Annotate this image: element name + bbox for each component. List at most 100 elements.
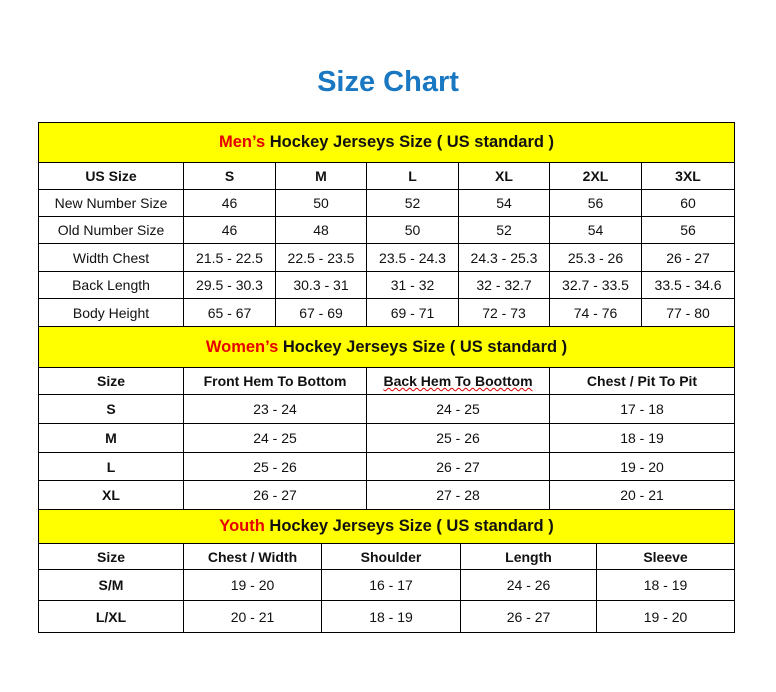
table-row: XL 26 - 27 27 - 28 20 - 21	[38, 480, 736, 510]
table-cell: 24 - 26	[460, 569, 597, 601]
row-label: Back Length	[38, 271, 184, 299]
table-cell: 77 - 80	[640, 298, 736, 327]
mens-header-row: US Size S M L XL 2XL 3XL	[38, 162, 736, 190]
table-row: S/M 19 - 20 16 - 17 24 - 26 18 - 19	[38, 569, 736, 601]
row-label: XL	[38, 480, 184, 510]
row-label: Body Height	[38, 298, 184, 327]
header-cell: Chest / Pit To Pit	[548, 367, 736, 395]
header-cell: Size	[38, 543, 184, 570]
table-cell: 29.5 - 30.3	[183, 271, 276, 299]
table-cell: 18 - 19	[548, 423, 736, 453]
header-cell: L	[366, 162, 459, 190]
table-cell: 18 - 19	[321, 600, 461, 633]
table-cell: 25 - 26	[366, 423, 550, 453]
header-cell: Front Hem To Bottom	[183, 367, 367, 395]
mens-title-text: Hockey Jerseys Size ( US standard )	[265, 133, 555, 151]
table-cell: 72 - 73	[458, 298, 550, 327]
table-cell: 69 - 71	[366, 298, 459, 327]
table-cell: 23.5 - 24.3	[366, 243, 459, 272]
table-cell: 46	[183, 189, 276, 217]
row-label: L/XL	[38, 600, 184, 633]
table-cell: 32 - 32.7	[458, 271, 550, 299]
table-cell: 56	[549, 189, 642, 217]
table-cell: 18 - 19	[595, 569, 736, 601]
row-label: L	[38, 452, 184, 481]
table-row: S 23 - 24 24 - 25 17 - 18	[38, 394, 736, 424]
table-row: L/XL 20 - 21 18 - 19 26 - 27 19 - 20	[38, 600, 736, 633]
table-row: L 25 - 26 26 - 27 19 - 20	[38, 452, 736, 481]
row-label: New Number Size	[38, 189, 184, 217]
table-cell: 48	[275, 216, 367, 244]
header-cell: S	[183, 162, 276, 190]
header-cell: Chest / Width	[183, 543, 322, 570]
row-label: S/M	[38, 569, 184, 601]
mens-size-table: Men’s Hockey Jerseys Size ( US standard …	[37, 122, 736, 327]
table-cell: 24 - 25	[183, 423, 367, 453]
mens-section-title: Men’s Hockey Jerseys Size ( US standard …	[37, 122, 736, 163]
header-cell: Length	[460, 543, 597, 570]
table-cell: 26 - 27	[640, 243, 736, 272]
table-row: Width Chest 21.5 - 22.5 22.5 - 23.5 23.5 - …	[38, 243, 736, 272]
table-cell: 19 - 20	[595, 600, 736, 633]
womens-title-text: Hockey Jerseys Size ( US standard )	[278, 337, 568, 356]
table-cell: 50	[366, 216, 459, 244]
womens-section-title: Women’s Hockey Jerseys Size ( US standar…	[37, 326, 736, 368]
table-cell: 25 - 26	[183, 452, 367, 481]
table-cell: 24 - 25	[366, 394, 550, 424]
row-label: M	[38, 423, 184, 453]
table-cell: 30.3 - 31	[275, 271, 367, 299]
table-cell: 25.3 - 26	[549, 243, 642, 272]
table-cell: 54	[549, 216, 642, 244]
youth-header-row: Size Chest / Width Shoulder Length Sleeve	[38, 543, 736, 570]
table-cell: 16 - 17	[321, 569, 461, 601]
header-cell: US Size	[38, 162, 184, 190]
table-cell: 19 - 20	[183, 569, 322, 601]
table-cell: 50	[275, 189, 367, 217]
youth-section-title: Youth Hockey Jerseys Size ( US standard …	[37, 509, 736, 544]
table-cell: 46	[183, 216, 276, 244]
table-cell: 17 - 18	[548, 394, 736, 424]
youth-title-accent: Youth	[219, 517, 265, 535]
header-cell: M	[275, 162, 367, 190]
table-cell: 19 - 20	[548, 452, 736, 481]
table-cell: 22.5 - 23.5	[275, 243, 367, 272]
table-cell: 27 - 28	[366, 480, 550, 510]
table-cell: 52	[458, 216, 550, 244]
mens-title-accent: Men’s	[219, 133, 266, 151]
header-cell: XL	[458, 162, 550, 190]
table-cell: 74 - 76	[549, 298, 642, 327]
womens-header-row: Size Front Hem To Bottom Back Hem To Boott…	[38, 367, 736, 395]
table-row: Old Number Size 46 48 50 52 54 56	[38, 216, 736, 244]
table-cell: 20 - 21	[548, 480, 736, 510]
womens-title-accent: Women’s	[205, 337, 279, 356]
header-cell: Back Hem To Boottom	[366, 367, 550, 395]
table-cell: 33.5 - 34.6	[640, 271, 736, 299]
table-cell: 26 - 27	[366, 452, 550, 481]
header-cell: 3XL	[640, 162, 736, 190]
table-cell: 26 - 27	[183, 480, 367, 510]
page-title: Size Chart	[317, 66, 459, 98]
header-cell: Shoulder	[321, 543, 461, 570]
table-row: New Number Size 46 50 52 54 56 60	[38, 189, 736, 217]
womens-size-table: Women’s Hockey Jerseys Size ( US standar…	[37, 326, 736, 510]
youth-size-table: Youth Hockey Jerseys Size ( US standard …	[37, 509, 736, 633]
header-text-misspelled: Back Hem To Boottom	[383, 373, 533, 389]
table-cell: 31 - 32	[366, 271, 459, 299]
header-cell: Size	[38, 367, 184, 395]
table-cell: 24.3 - 25.3	[458, 243, 550, 272]
row-label: Width Chest	[38, 243, 184, 272]
header-cell: 2XL	[549, 162, 642, 190]
header-cell: Sleeve	[595, 543, 736, 570]
table-cell: 20 - 21	[183, 600, 322, 633]
row-label: Old Number Size	[38, 216, 184, 244]
table-cell: 67 - 69	[275, 298, 367, 327]
table-cell: 56	[640, 216, 736, 244]
table-cell: 54	[458, 189, 550, 217]
table-cell: 32.7 - 33.5	[549, 271, 642, 299]
table-cell: 52	[366, 189, 459, 217]
table-cell: 23 - 24	[183, 394, 367, 424]
table-cell: 60	[640, 189, 736, 217]
table-row: Back Length 29.5 - 30.3 30.3 - 31 31 - 32 32…	[38, 271, 736, 299]
table-cell: 65 - 67	[183, 298, 276, 327]
row-label: S	[38, 394, 184, 424]
